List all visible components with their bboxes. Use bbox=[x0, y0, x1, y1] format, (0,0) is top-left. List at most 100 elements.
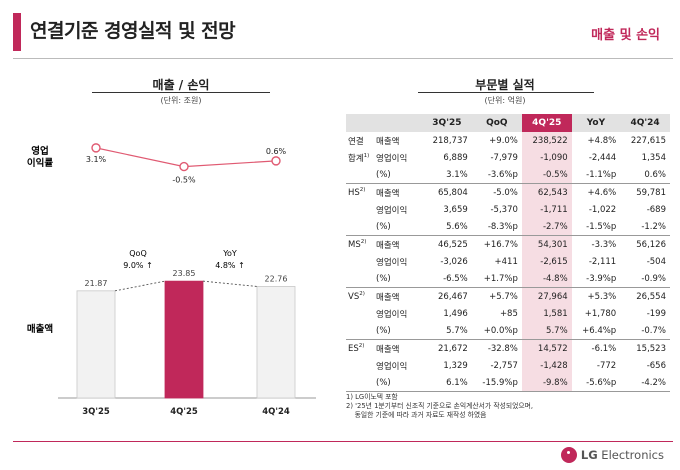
metric-label: 영업이익 bbox=[376, 309, 408, 320]
value-cell: 6.1% bbox=[422, 374, 472, 392]
value-cell: -0.7% bbox=[620, 322, 670, 340]
value-cell: -9.8% bbox=[521, 374, 572, 392]
table-row: HS2) 매출액 65,804 -5.0% 62,543 +4.6% 59,781 bbox=[346, 183, 670, 202]
metric-label: (%) bbox=[374, 322, 422, 340]
segment-label: HS bbox=[348, 187, 360, 198]
metric-label: 매출액 bbox=[376, 136, 400, 147]
qoq-value: 9.0% ↑ bbox=[123, 261, 153, 270]
sales-bar bbox=[256, 286, 296, 399]
title-accent-bar bbox=[13, 13, 21, 51]
value-cell: -5.6%p bbox=[571, 374, 621, 392]
value-cell: 0.6% bbox=[620, 166, 670, 184]
sales-bar bbox=[76, 290, 116, 399]
segment-name: HS2) bbox=[346, 184, 374, 202]
footer-rule bbox=[13, 441, 673, 442]
value-cell: 56,126 bbox=[636, 239, 666, 250]
value-cell: -1,711 bbox=[521, 201, 572, 218]
value-cell: 54,301 bbox=[521, 235, 572, 253]
value-cell: -0.9% bbox=[620, 270, 670, 288]
table-row: 합계1) 영업이익 6,889 -7,979 -1,090 -2,444 1,354 bbox=[346, 149, 670, 166]
lg-logo-icon bbox=[560, 447, 577, 463]
value-cell: -1,090 bbox=[521, 149, 572, 166]
col-header: QoQ bbox=[471, 114, 522, 132]
qoq-connector bbox=[114, 280, 166, 292]
value-cell: 46,525 bbox=[438, 239, 468, 250]
value-cell: 27,964 bbox=[521, 287, 572, 305]
value-cell: +4.6% bbox=[587, 187, 617, 198]
footnotes: 1) LG이노텍 포함 2) '25년 1분기부터 신조직 기준으로 손익계산서… bbox=[346, 393, 533, 420]
segment-footnote-ref: 2) bbox=[359, 187, 366, 194]
value-cell: -1.2% bbox=[620, 218, 670, 236]
table-row: (%) 6.1% -15.9%p -9.8% -5.6%p -4.2% bbox=[346, 374, 670, 392]
value-cell: +411 bbox=[494, 256, 518, 267]
table-row: (%) 5.6% -8.3%p -2.7% -1.5%p -1.2% bbox=[346, 218, 670, 236]
value-cell: -656 bbox=[646, 360, 666, 371]
yoy-value: 4.8% ↑ bbox=[215, 261, 245, 270]
segment-name: 합계1) bbox=[346, 149, 374, 166]
segment-label: 연결 bbox=[348, 136, 364, 147]
value-cell: -2,757 bbox=[490, 360, 518, 371]
logo-text: LG Electronics bbox=[581, 448, 664, 462]
segment-cell bbox=[346, 374, 374, 392]
value-cell: 26,554 bbox=[636, 291, 666, 302]
value-cell: -504 bbox=[646, 256, 666, 267]
value-cell: +16.7% bbox=[483, 239, 518, 250]
table-row: 영업이익 3,659 -5,370 -1,711 -1,022 -689 bbox=[346, 201, 670, 218]
lg-electronics-logo: LG Electronics bbox=[560, 447, 664, 463]
value-cell: -1.5%p bbox=[571, 218, 621, 236]
value-cell: -689 bbox=[646, 204, 666, 215]
col-header: 3Q'25 bbox=[422, 114, 472, 132]
bar-value-label: 23.85 bbox=[173, 269, 196, 278]
logo-lg: LG bbox=[580, 448, 598, 462]
metric-label: 영업이익 bbox=[376, 153, 408, 164]
value-cell: 59,781 bbox=[636, 187, 666, 198]
table-row: VS2) 매출액 26,467 +5.7% 27,964 +5.3% 26,554 bbox=[346, 287, 670, 306]
segment-footnote-ref: 1) bbox=[363, 152, 370, 159]
value-cell: -4.2% bbox=[620, 374, 670, 392]
table-row: MS2) 매출액 46,525 +16.7% 54,301 -3.3% 56,126 bbox=[346, 235, 670, 253]
value-cell: +85 bbox=[499, 308, 518, 319]
value-cell: 3.1% bbox=[422, 166, 472, 184]
metric-label: 매출액 bbox=[376, 188, 400, 199]
value-cell: 218,737 bbox=[432, 135, 468, 146]
segment-name: ES2) bbox=[346, 340, 374, 358]
segment-label: 합계 bbox=[348, 153, 364, 164]
value-cell: +5.7% bbox=[489, 291, 518, 302]
table-row: 영업이익 -3,026 +411 -2,615 -2,111 -504 bbox=[346, 253, 670, 270]
segment-name: VS2) bbox=[346, 288, 374, 306]
value-cell: -2,615 bbox=[521, 253, 572, 270]
segment-cell bbox=[346, 253, 374, 270]
value-cell: -6.1% bbox=[591, 343, 617, 354]
value-cell: -5.0% bbox=[493, 187, 518, 198]
value-cell: +1.7%p bbox=[471, 270, 522, 288]
footnote: 1) LG이노텍 포함 bbox=[346, 393, 398, 401]
value-cell: -199 bbox=[646, 308, 666, 319]
bar-value-label: 22.76 bbox=[265, 274, 288, 283]
metric-label: (%) bbox=[374, 166, 422, 184]
op-margin-point bbox=[271, 156, 281, 166]
value-cell: 1,496 bbox=[443, 308, 468, 319]
value-cell: +1,780 bbox=[584, 308, 617, 319]
metric-label: (%) bbox=[374, 270, 422, 288]
segment-cell bbox=[346, 357, 374, 374]
segment-footnote-ref: 2) bbox=[360, 239, 367, 246]
segment-cell bbox=[346, 218, 374, 236]
value-cell: 21,672 bbox=[438, 343, 468, 354]
op-margin-label: 0.6% bbox=[266, 147, 287, 156]
metric-label: 매출액 bbox=[376, 292, 400, 303]
value-cell: 1,329 bbox=[443, 360, 468, 371]
col-header: YoY bbox=[571, 114, 621, 132]
value-cell: +0.0%p bbox=[471, 322, 522, 340]
value-cell: -6.5% bbox=[422, 270, 472, 288]
segment-label: VS bbox=[348, 291, 360, 302]
table-row: 영업이익 1,496 +85 1,581 +1,780 -199 bbox=[346, 305, 670, 322]
footnote: 2) '25년 1분기부터 신조직 기준으로 손익계산서가 작성되었으며, bbox=[346, 402, 534, 410]
segment-cell bbox=[346, 305, 374, 322]
value-cell: 15,523 bbox=[636, 343, 666, 354]
metric-label: 영업이익 bbox=[376, 257, 408, 268]
value-cell: -2,444 bbox=[588, 152, 617, 163]
value-cell: -1.1%p bbox=[571, 166, 621, 184]
col-header: 4Q'24 bbox=[620, 114, 670, 132]
value-cell: 1,354 bbox=[641, 152, 666, 163]
value-cell: -32.8% bbox=[487, 343, 518, 354]
